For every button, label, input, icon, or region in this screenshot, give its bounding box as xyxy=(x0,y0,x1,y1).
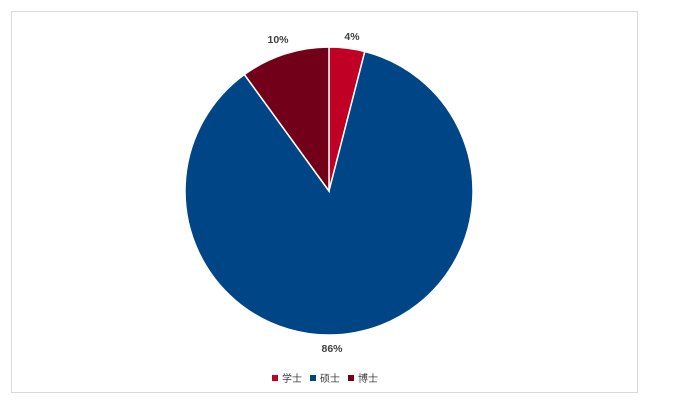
pie-data-labels: 4% 86% 10% xyxy=(267,31,360,355)
legend-item-master: 硕士 xyxy=(310,370,340,385)
chart-legend: 学士 硕士 博士 xyxy=(0,370,650,385)
legend-item-bachelor: 学士 xyxy=(272,370,302,385)
legend-swatch-doctor xyxy=(348,374,354,381)
data-label-bachelor: 4% xyxy=(344,31,360,43)
data-label-master: 86% xyxy=(321,343,343,355)
data-label-doctor: 10% xyxy=(267,34,289,46)
legend-label-bachelor: 学士 xyxy=(282,374,302,385)
legend-label-doctor: 博士 xyxy=(358,374,378,385)
pie-slice-master xyxy=(184,50,474,336)
legend-label-master: 硕士 xyxy=(320,374,340,385)
legend-swatch-bachelor xyxy=(272,374,278,381)
pie-slice-doctor xyxy=(243,46,330,194)
legend-item-doctor: 博士 xyxy=(348,370,378,385)
pie-slices xyxy=(184,46,474,336)
legend-swatch-master xyxy=(310,374,316,381)
